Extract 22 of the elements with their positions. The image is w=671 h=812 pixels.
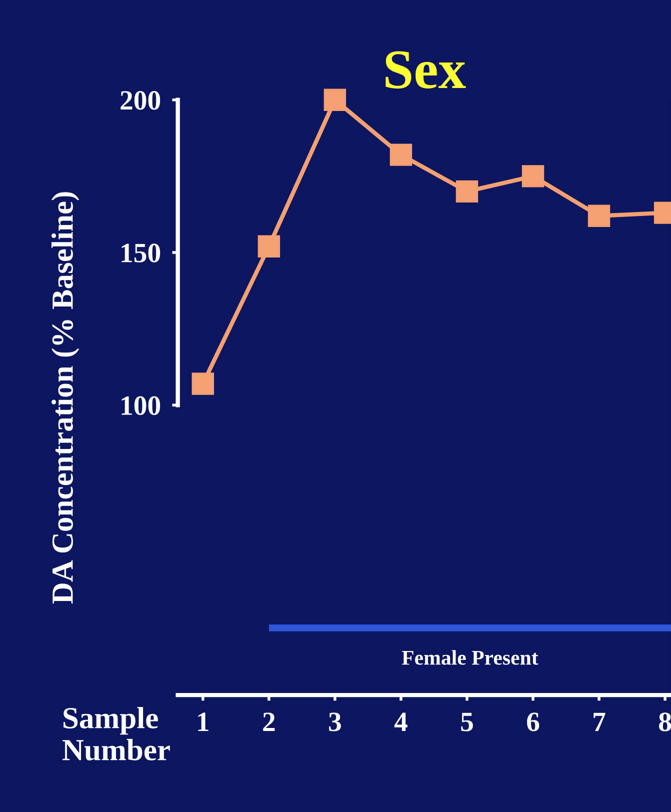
x-axis-title: Sample Number — [62, 706, 170, 760]
x-tick-label: 8 — [659, 712, 671, 732]
point — [588, 204, 610, 227]
y-tick-label: 150 — [122, 244, 160, 262]
x-tick-label: 5 — [461, 712, 473, 732]
point — [258, 235, 280, 258]
x-tick-label: 1 — [198, 712, 208, 732]
y-axis-title: DA Concentration (% Baseline) — [51, 192, 80, 604]
chart-title: Sex — [386, 51, 466, 89]
point — [324, 88, 346, 111]
point — [192, 372, 214, 395]
x-tick-label: 3 — [329, 712, 341, 732]
y-tick-label: 200 — [120, 91, 160, 110]
point — [522, 165, 544, 188]
point — [456, 180, 478, 203]
x-tick-label: 2 — [263, 712, 275, 732]
x-tick-label: 6 — [527, 712, 540, 732]
point — [390, 144, 412, 166]
y-tick-label: 100 — [122, 396, 160, 416]
series-label: Female Present — [402, 650, 538, 665]
x-tick-label: 7 — [594, 712, 606, 732]
x-tick-label: 4 — [394, 712, 408, 732]
